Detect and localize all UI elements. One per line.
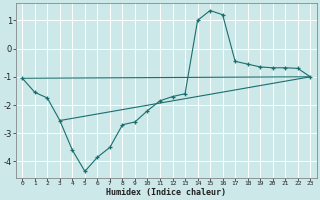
X-axis label: Humidex (Indice chaleur): Humidex (Indice chaleur) — [106, 188, 226, 197]
